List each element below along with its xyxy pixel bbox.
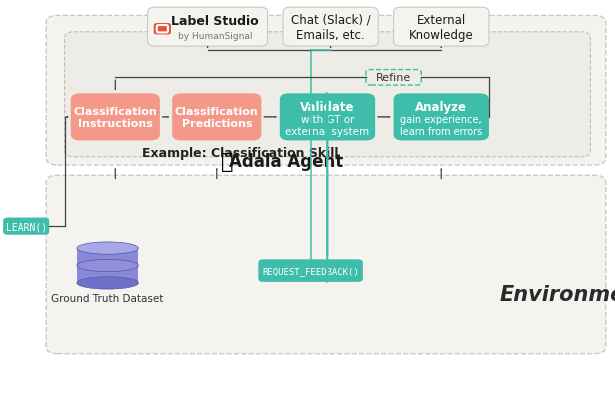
Text: External
Knowledge: External Knowledge: [409, 13, 474, 42]
Text: REQUEST_FEEDBACK(): REQUEST_FEEDBACK(): [262, 267, 359, 275]
Text: Validate: Validate: [300, 101, 355, 114]
FancyBboxPatch shape: [46, 16, 606, 166]
FancyBboxPatch shape: [283, 8, 378, 47]
FancyBboxPatch shape: [148, 8, 268, 47]
Text: Refine: Refine: [376, 73, 411, 83]
Text: Analyze: Analyze: [415, 101, 467, 114]
FancyBboxPatch shape: [258, 260, 363, 282]
Text: Example: Classification Skill: Example: Classification Skill: [141, 147, 338, 160]
Text: Label Studio: Label Studio: [171, 15, 259, 28]
Text: Chat (Slack) /
Emails, etc.: Chat (Slack) / Emails, etc.: [291, 13, 370, 42]
FancyBboxPatch shape: [394, 94, 489, 141]
FancyBboxPatch shape: [46, 176, 606, 354]
Ellipse shape: [77, 242, 138, 254]
FancyBboxPatch shape: [394, 8, 489, 47]
Text: Environment: Environment: [500, 285, 615, 304]
Ellipse shape: [77, 260, 138, 272]
Text: Classification
Instructions: Classification Instructions: [73, 107, 157, 128]
Text: Adala Agent: Adala Agent: [229, 153, 343, 171]
Text: with GT or
external system: with GT or external system: [285, 115, 370, 136]
FancyBboxPatch shape: [172, 94, 261, 141]
FancyBboxPatch shape: [154, 24, 171, 36]
FancyBboxPatch shape: [3, 218, 49, 235]
FancyBboxPatch shape: [77, 248, 138, 283]
Text: by HumanSignal: by HumanSignal: [178, 31, 252, 40]
FancyBboxPatch shape: [71, 94, 160, 141]
Text: LEARN(): LEARN(): [6, 222, 47, 231]
Text: gain experience,
learn from errors: gain experience, learn from errors: [400, 115, 482, 136]
FancyBboxPatch shape: [280, 94, 375, 141]
Text: Classification
Predictions: Classification Predictions: [175, 107, 259, 128]
Ellipse shape: [77, 277, 138, 290]
FancyBboxPatch shape: [65, 33, 590, 157]
Text: 🔥: 🔥: [221, 152, 234, 171]
Text: Ground Truth Dataset: Ground Truth Dataset: [52, 294, 164, 303]
